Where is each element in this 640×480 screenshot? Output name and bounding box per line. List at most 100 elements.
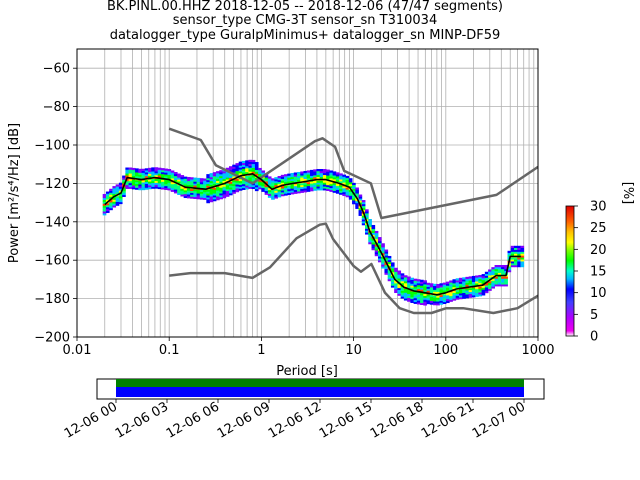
heatmap-cell [290, 190, 295, 193]
heatmap-cell [322, 186, 327, 189]
heatmap-cell [494, 272, 499, 275]
heatmap-cell [196, 191, 201, 194]
heatmap-cell [222, 171, 227, 174]
heatmap-cell [439, 296, 444, 299]
heatmap-cell [222, 194, 227, 197]
heatmap-cell [403, 282, 408, 286]
heatmap-cell [203, 180, 207, 183]
heatmap-cell [348, 197, 353, 200]
heatmap-cell [297, 185, 301, 188]
heatmap-cell [196, 177, 201, 181]
heatmap-cell [306, 187, 311, 190]
heatmap-cell [212, 183, 217, 186]
heatmap-cell [332, 190, 337, 193]
heatmap-cell [128, 179, 133, 182]
heatmap-cell [300, 177, 304, 180]
heatmap-cell [439, 302, 444, 305]
heatmap-cell [329, 178, 334, 181]
heatmap-cell [138, 180, 142, 183]
heatmap-cell [345, 175, 350, 179]
heatmap-cell [216, 196, 220, 199]
heatmap-cell [491, 269, 495, 272]
heatmap-cell [245, 177, 249, 180]
heatmap-cell [436, 283, 440, 287]
heatmap-cell [501, 266, 505, 270]
heatmap-cell [462, 294, 466, 297]
heatmap-cell [329, 174, 334, 177]
heatmap-cell [481, 279, 486, 283]
heatmap-cell [203, 193, 207, 197]
chart-title-line-1: BK.PINL.00.HHZ 2018-12-05 -- 2018-12-06 … [107, 0, 503, 14]
heatmap-cell [400, 280, 405, 284]
heatmap-cell [196, 197, 201, 200]
heatmap-cell [148, 181, 152, 184]
heatmap-cell [426, 300, 431, 303]
heatmap-cell [520, 261, 525, 264]
heatmap-cell [326, 171, 330, 174]
heatmap-cell [455, 278, 460, 281]
time-tick-label: 12-06 06 [164, 399, 222, 441]
heatmap-cell [510, 261, 515, 264]
heatmap-cell [326, 173, 330, 176]
heatmap-cell [274, 184, 278, 188]
heatmap-cell [232, 181, 236, 185]
heatmap-cell [274, 190, 278, 193]
heatmap-cell [436, 291, 440, 294]
heatmap-cell [131, 185, 136, 188]
heatmap-cell [381, 250, 385, 254]
heatmap-cell [462, 281, 466, 284]
heatmap-cell [199, 180, 204, 183]
heatmap-cell [173, 185, 178, 188]
heatmap-cell [190, 181, 194, 184]
heatmap-cell [390, 266, 395, 269]
heatmap-cell [235, 184, 240, 187]
heatmap-cell [164, 168, 168, 171]
heatmap-cell [374, 232, 379, 236]
heatmap-cell [433, 287, 437, 290]
heatmap-cell [206, 201, 210, 204]
x-tick-label: 0.01 [63, 343, 92, 358]
heatmap-cell [313, 169, 317, 172]
heatmap-cell [115, 203, 120, 206]
heatmap-cell [209, 196, 214, 199]
heatmap-cell [280, 182, 285, 185]
heatmap-cell [397, 289, 402, 292]
heatmap-cell [160, 185, 165, 188]
heatmap-cell [300, 179, 304, 182]
heatmap-cell [445, 296, 450, 300]
heatmap-cell [109, 200, 113, 203]
heatmap-cell [183, 178, 188, 181]
heatmap-cell [245, 187, 249, 190]
heatmap-cell [258, 171, 262, 175]
heatmap-cell [484, 271, 489, 274]
heatmap-cell [484, 285, 489, 288]
heatmap-cell [248, 161, 253, 164]
heatmap-cell [190, 192, 194, 195]
heatmap-cell [271, 184, 275, 187]
heatmap-cell [368, 220, 372, 224]
heatmap-cell [423, 287, 427, 291]
heatmap-cell [322, 184, 327, 187]
heatmap-cell [254, 185, 259, 188]
heatmap-cell [290, 178, 295, 181]
heatmap-cell [229, 181, 233, 184]
heatmap-cell [177, 175, 181, 178]
heatmap-cell [199, 185, 204, 189]
heatmap-cell [471, 281, 476, 284]
heatmap-cell [339, 192, 343, 195]
heatmap-cell [157, 186, 162, 190]
heatmap-cell [157, 183, 162, 186]
heatmap-cell [271, 189, 275, 193]
heatmap-cell [420, 302, 424, 306]
heatmap-cell [225, 186, 230, 190]
heatmap-cell [332, 186, 337, 189]
heatmap-cell [377, 252, 382, 255]
heatmap-cell [352, 182, 356, 186]
heatmap-cell [475, 288, 479, 292]
chart-title-line-3: datalogger_type GuralpMinimus+ datalogge… [110, 28, 501, 43]
heatmap-cell [277, 193, 282, 196]
heatmap-cell [125, 186, 130, 189]
heatmap-cell [510, 257, 515, 260]
heatmap-cell [481, 293, 486, 296]
heatmap-cell [436, 299, 440, 302]
